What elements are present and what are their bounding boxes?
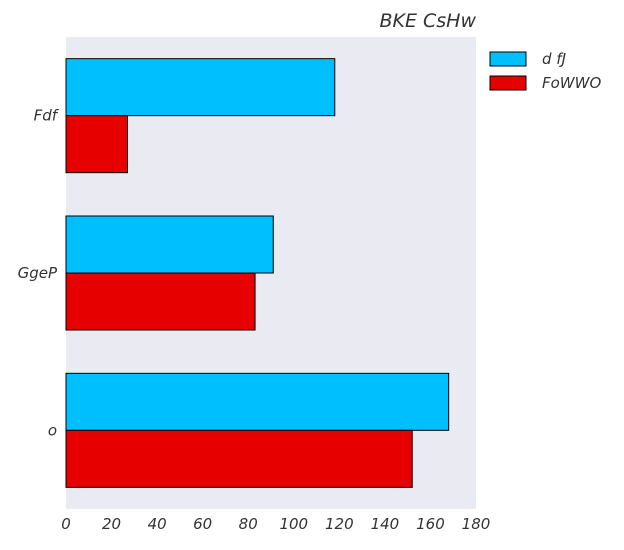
bar-ggep-series-1: [65, 215, 274, 274]
legend-swatch: [489, 75, 527, 91]
y-tick-labels: Fdf GgeP o: [18, 107, 60, 440]
x-tick-label: 20: [102, 515, 121, 533]
legend: d fJ FoWWO: [489, 50, 601, 92]
bar-fdf-series-1: [65, 58, 336, 117]
x-tick-label: 60: [193, 515, 212, 533]
legend-label: d fJ: [542, 50, 566, 68]
legend-swatch: [489, 51, 527, 67]
x-tick-label: 0: [61, 515, 71, 533]
x-tick-label: 120: [325, 515, 354, 533]
chart-title: BKE CsHw: [379, 10, 476, 32]
y-tick-label: Fdf: [34, 107, 60, 125]
y-tick-label: o: [48, 421, 57, 439]
bars-layer: [65, 58, 450, 488]
legend-label: FoWWO: [542, 74, 601, 92]
x-tick-label: 100: [279, 515, 308, 533]
bar-o-series-2: [65, 429, 413, 488]
y-tick-label: GgeP: [18, 264, 58, 282]
x-tick-label: 40: [148, 515, 167, 533]
x-tick-label: 140: [371, 515, 400, 533]
x-tick-labels: 0 20 40 60 80 100 120 140 160 180: [61, 515, 490, 533]
x-tick-label: 80: [239, 515, 258, 533]
x-tick-label: 160: [416, 515, 445, 533]
bar-o-series-1: [65, 372, 450, 431]
x-tick-label: 180: [462, 515, 491, 533]
bar-ggep-series-2: [65, 272, 256, 331]
bar-fdf-series-2: [65, 115, 128, 174]
